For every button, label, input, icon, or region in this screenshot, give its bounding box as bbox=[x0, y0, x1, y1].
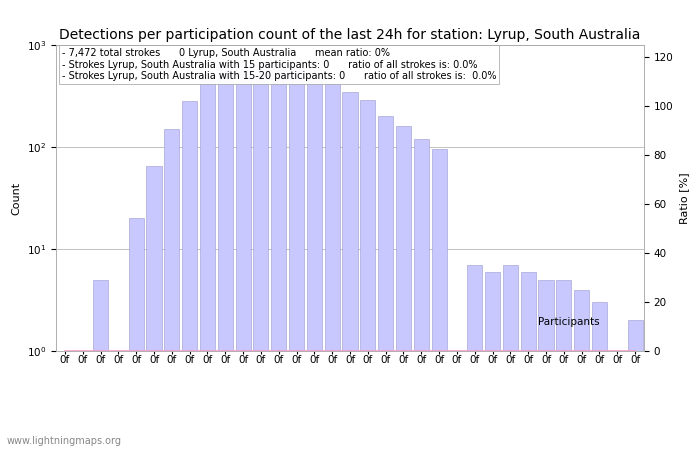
Bar bbox=[396, 126, 411, 450]
Bar bbox=[360, 100, 375, 450]
Y-axis label: Ratio [%]: Ratio [%] bbox=[679, 172, 689, 224]
Bar bbox=[342, 91, 358, 450]
Bar bbox=[449, 361, 465, 450]
Bar bbox=[289, 68, 304, 450]
Bar bbox=[414, 139, 429, 450]
Bar bbox=[93, 280, 108, 450]
Bar bbox=[146, 166, 162, 450]
Bar bbox=[574, 290, 589, 450]
Bar bbox=[538, 280, 554, 450]
Y-axis label: Count: Count bbox=[11, 181, 21, 215]
Bar bbox=[431, 149, 447, 450]
Bar bbox=[200, 81, 215, 450]
Text: www.lightningmaps.org: www.lightningmaps.org bbox=[7, 436, 122, 446]
Bar bbox=[485, 272, 500, 450]
Title: Detections per participation count of the last 24h for station: Lyrup, South Aus: Detections per participation count of th… bbox=[60, 28, 640, 42]
Bar bbox=[75, 361, 90, 450]
Bar bbox=[253, 62, 269, 450]
Text: - 7,472 total strokes      0 Lyrup, South Australia      mean ratio: 0%
- Stroke: - 7,472 total strokes 0 Lyrup, South Aus… bbox=[62, 48, 496, 81]
Bar bbox=[218, 68, 233, 450]
Bar bbox=[182, 101, 197, 450]
Bar bbox=[235, 61, 251, 450]
Bar bbox=[378, 116, 393, 450]
Bar bbox=[325, 83, 340, 450]
Bar bbox=[627, 320, 643, 450]
Bar bbox=[521, 272, 536, 450]
Bar bbox=[467, 265, 482, 450]
Bar bbox=[592, 302, 607, 450]
Bar bbox=[164, 129, 179, 450]
Bar bbox=[503, 265, 518, 450]
Bar bbox=[307, 77, 322, 450]
Bar bbox=[129, 218, 144, 450]
Bar bbox=[57, 361, 73, 450]
Bar bbox=[610, 361, 625, 450]
Bar bbox=[556, 280, 571, 450]
Bar bbox=[271, 64, 286, 450]
Text: Participants: Participants bbox=[538, 317, 600, 327]
Bar bbox=[111, 361, 126, 450]
